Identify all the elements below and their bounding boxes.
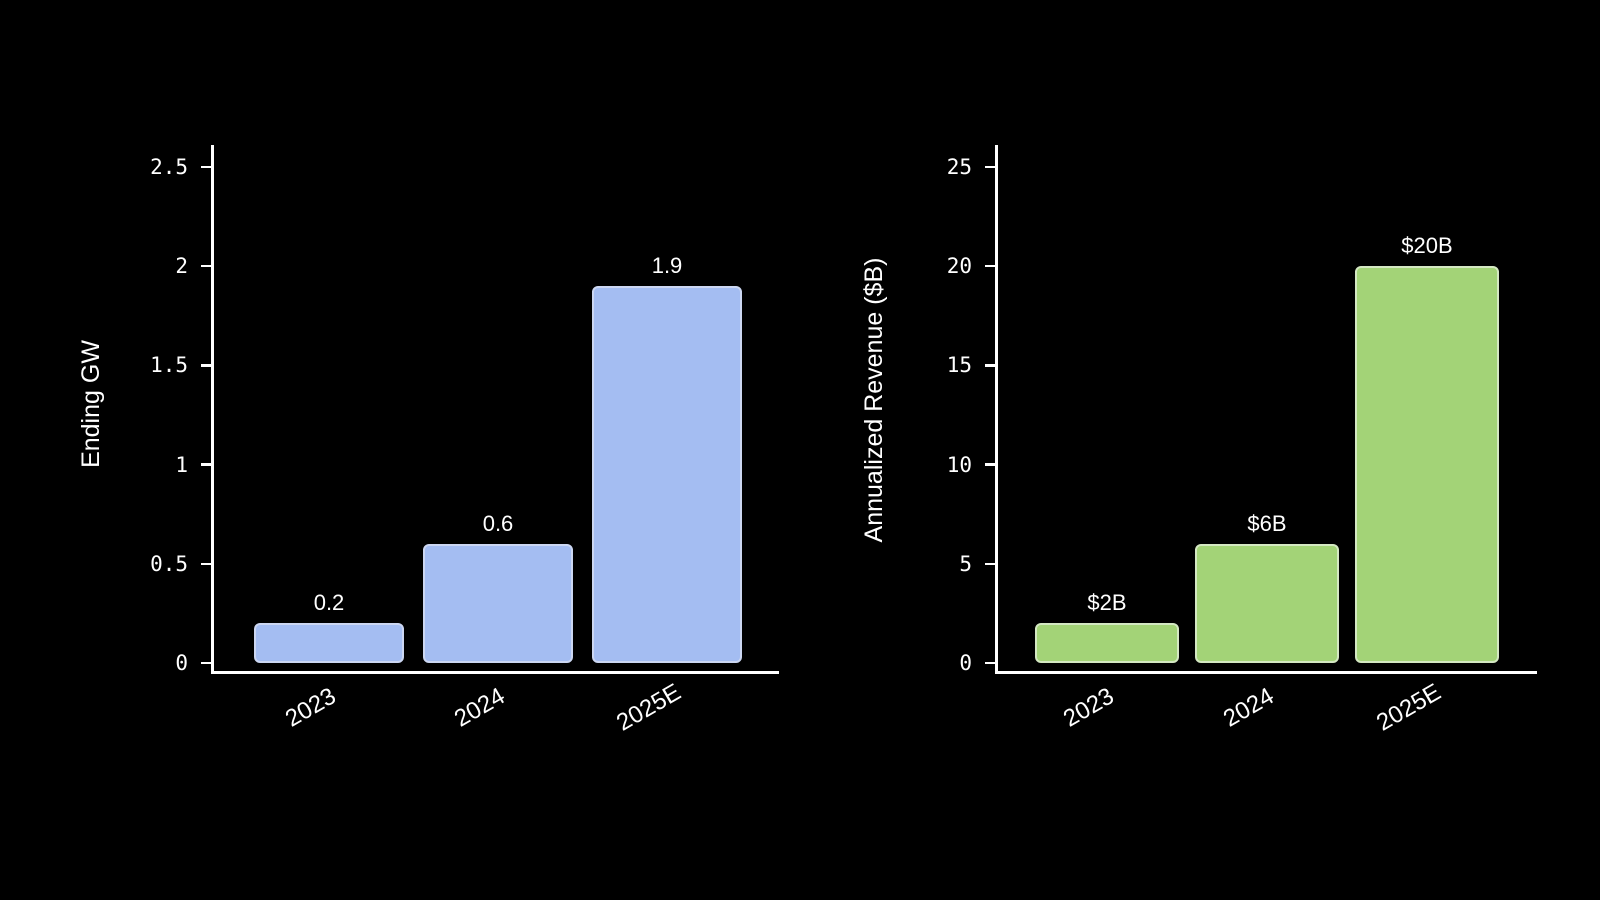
- bar: [1355, 266, 1499, 663]
- bar: [423, 543, 573, 663]
- x-axis-line: [211, 671, 779, 674]
- y-axis-line: [995, 145, 998, 674]
- y-tick-mark: [201, 463, 213, 466]
- y-tick-label: 5: [959, 551, 972, 576]
- y-tick-label: 0: [959, 651, 972, 675]
- y-tick-mark: [201, 364, 213, 367]
- y-tick-label: 0.5: [150, 551, 188, 576]
- y-tick-mark: [201, 661, 213, 665]
- bar-value-label: $2B: [1087, 590, 1127, 616]
- bar-value-label: $6B: [1247, 510, 1287, 536]
- y-tick-label: 15: [946, 353, 972, 378]
- y-tick-label: 25: [946, 155, 972, 179]
- y-tick-label: 2.5: [150, 155, 188, 179]
- y-tick-label: 0: [175, 651, 188, 675]
- y-axis-line: [211, 145, 214, 674]
- bar: [254, 623, 404, 663]
- x-tick-label: 2023: [1058, 682, 1119, 733]
- y-tick-label: 20: [946, 254, 972, 279]
- y-tick-mark: [201, 165, 213, 169]
- y-tick-mark: [985, 562, 997, 566]
- bar: [1035, 623, 1179, 663]
- bar-value-label: 0.2: [313, 590, 345, 616]
- y-tick-label: 10: [946, 452, 972, 477]
- y-tick-label: 2: [175, 254, 188, 279]
- y-tick-mark: [985, 364, 997, 367]
- bar: [592, 286, 742, 663]
- y-tick-label: 1: [175, 452, 188, 477]
- y-tick-mark: [201, 562, 213, 566]
- x-tick-label: 2025E: [1371, 678, 1446, 737]
- y-tick-label: 1.5: [150, 353, 188, 378]
- y-tick-mark: [985, 264, 997, 268]
- x-tick-label: 2024: [1218, 682, 1279, 733]
- bar-value-label: 0.6: [482, 510, 514, 536]
- x-axis-line: [995, 671, 1537, 674]
- y-tick-mark: [985, 165, 997, 169]
- bar-value-label: 1.9: [651, 253, 683, 279]
- y-tick-mark: [201, 264, 213, 268]
- y-tick-mark: [985, 463, 997, 466]
- bar: [1195, 543, 1339, 663]
- bar-value-label: $20B: [1401, 233, 1453, 259]
- y-tick-mark: [985, 661, 997, 665]
